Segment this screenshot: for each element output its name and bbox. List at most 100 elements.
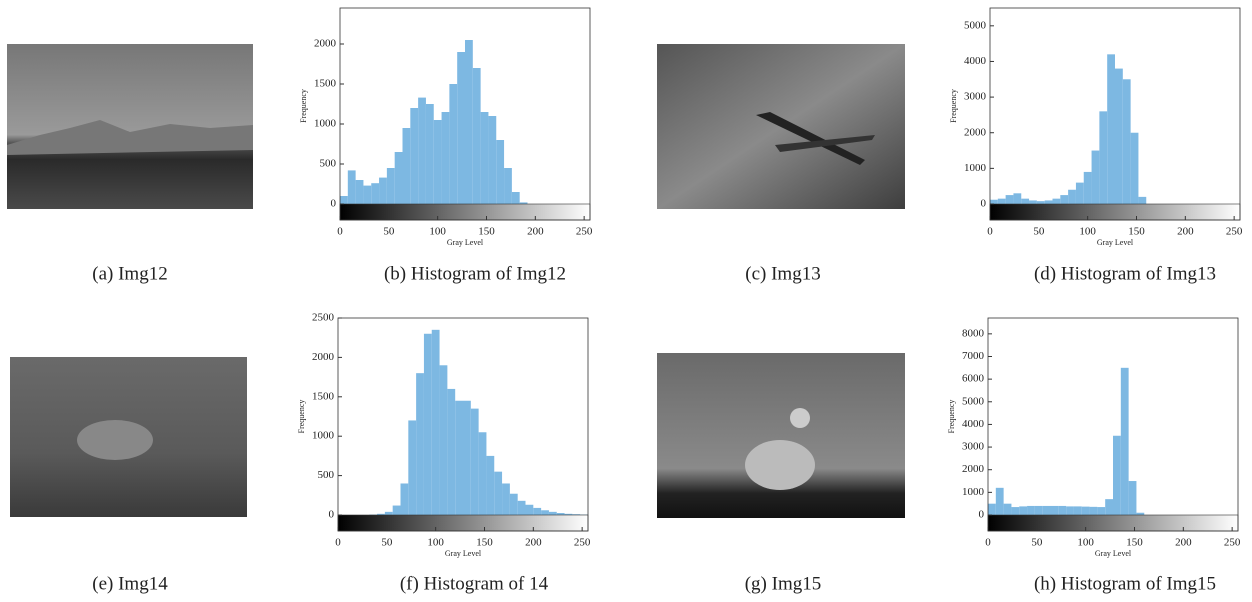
bar xyxy=(377,513,385,515)
image-img15 xyxy=(657,353,905,518)
y-tick-label: 0 xyxy=(979,509,985,521)
x-tick-label: 200 xyxy=(527,226,544,238)
x-tick-label: 0 xyxy=(335,537,341,549)
bar xyxy=(386,168,395,204)
x-tick-label: 0 xyxy=(987,226,993,238)
y-tick-label: 6000 xyxy=(962,373,985,385)
bar xyxy=(488,116,497,204)
bar xyxy=(379,177,387,204)
bar xyxy=(447,388,456,515)
x-tick-label: 250 xyxy=(576,226,593,238)
gray-colorbar xyxy=(339,203,591,221)
bar xyxy=(1091,150,1100,204)
chart-caption: (b) Histogram of Img12 xyxy=(384,263,566,284)
histogram: 0 500 1000 1500 2000 2500 0 50 100 150 200 250 Gray … xyxy=(297,312,591,595)
y-axis-label: Frequency xyxy=(949,89,958,123)
bar xyxy=(1068,189,1076,204)
x-tick-label: 150 xyxy=(478,226,495,238)
x-tick-label: 250 xyxy=(574,537,591,549)
chart-caption: (h) Histogram of Img15 xyxy=(1034,573,1216,594)
bar xyxy=(509,493,518,515)
x-tick-label: 50 xyxy=(1033,226,1045,238)
y-tick-label: 1500 xyxy=(314,78,337,90)
bar xyxy=(455,400,463,515)
y-tick-label: 3000 xyxy=(964,91,987,103)
bar xyxy=(1019,506,1028,515)
image-caption: (c) Img13 xyxy=(745,263,820,284)
bar xyxy=(997,198,1006,204)
bar xyxy=(478,432,487,515)
bar xyxy=(995,487,1004,515)
bar xyxy=(347,170,356,204)
chart-caption: (f) Histogram of 14 xyxy=(400,573,549,594)
bar xyxy=(1060,195,1069,204)
bar xyxy=(1050,505,1059,515)
image-img13 xyxy=(657,44,905,209)
bar xyxy=(1013,193,1022,204)
x-tick-label: 150 xyxy=(476,537,493,549)
x-tick-label: 200 xyxy=(1175,537,1192,549)
bar xyxy=(1081,506,1090,515)
y-tick-label: 5000 xyxy=(962,395,985,407)
image-img12 xyxy=(7,44,253,209)
bar xyxy=(1011,507,1020,515)
x-tick-label: 0 xyxy=(337,226,343,238)
y-tick-label: 4000 xyxy=(962,418,985,430)
x-tick-label: 150 xyxy=(1128,226,1145,238)
bar xyxy=(1058,505,1067,515)
bar xyxy=(1083,171,1092,204)
y-tick-label: 1000 xyxy=(964,162,987,174)
x-tick-label: 100 xyxy=(1079,226,1096,238)
y-tick-label: 8000 xyxy=(962,327,985,339)
bar xyxy=(1097,507,1106,515)
bar xyxy=(496,140,505,204)
bar xyxy=(480,112,489,204)
bar xyxy=(392,505,401,515)
bar xyxy=(1115,68,1123,204)
bar xyxy=(457,52,465,204)
image-img14 xyxy=(10,357,247,517)
plot-frame xyxy=(337,317,589,532)
bar xyxy=(400,483,409,515)
y-tick-label: 1000 xyxy=(312,430,335,442)
bar xyxy=(1099,111,1108,204)
bar xyxy=(1120,367,1129,515)
bar xyxy=(425,104,434,204)
y-tick-label: 4000 xyxy=(964,55,987,67)
y-tick-label: 0 xyxy=(981,198,987,210)
bar xyxy=(423,333,432,515)
y-tick-label: 2000 xyxy=(962,463,985,475)
image-caption: (a) Img12 xyxy=(92,263,167,284)
bar xyxy=(418,97,426,204)
bar xyxy=(1105,499,1113,515)
x-tick-label: 0 xyxy=(985,537,991,549)
y-tick-label: 2000 xyxy=(312,351,335,363)
y-tick-label: 2500 xyxy=(312,312,335,324)
bar xyxy=(990,199,998,204)
bar xyxy=(449,84,458,204)
bar xyxy=(1021,198,1030,204)
bar xyxy=(541,510,549,515)
bar xyxy=(441,112,450,204)
bar xyxy=(1066,506,1074,515)
bar xyxy=(408,420,417,515)
y-tick-label: 2000 xyxy=(314,38,337,50)
y-tick-label: 0 xyxy=(331,198,337,210)
y-tick-label: 2000 xyxy=(964,126,987,138)
x-tick-label: 150 xyxy=(1126,537,1143,549)
x-tick-label: 100 xyxy=(427,537,444,549)
bar xyxy=(355,180,364,204)
x-tick-label: 250 xyxy=(1224,537,1241,549)
bar xyxy=(1042,505,1051,515)
bar xyxy=(1052,198,1061,204)
bar xyxy=(1130,132,1139,204)
bar xyxy=(511,192,520,204)
y-tick-label: 1000 xyxy=(314,118,337,130)
bar xyxy=(470,408,479,515)
bar xyxy=(1128,481,1137,515)
histogram: 0 1000 2000 3000 4000 5000 6000 7000 8000 0 50 100 1… xyxy=(947,317,1241,594)
bar xyxy=(533,507,542,515)
bar xyxy=(472,68,481,204)
bar xyxy=(1089,506,1098,515)
bar xyxy=(548,511,557,515)
